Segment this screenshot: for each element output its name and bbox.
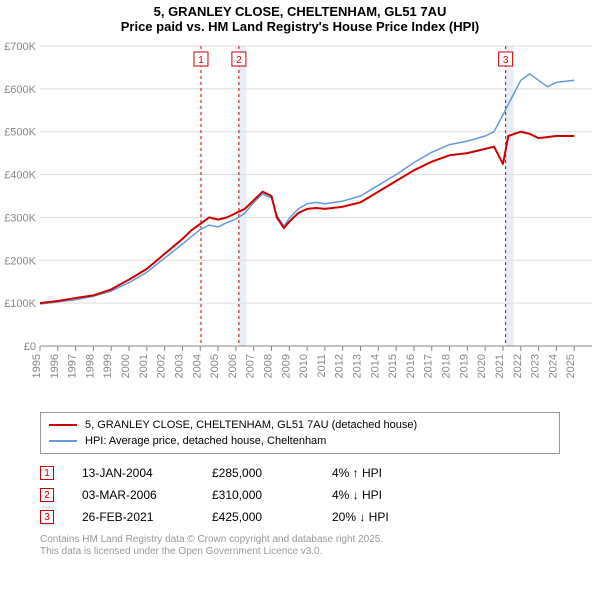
transaction-marker: 2: [40, 488, 54, 502]
legend-swatch: [49, 440, 77, 442]
x-tick-label: 2013: [352, 354, 364, 378]
x-tick-label: 2014: [369, 354, 381, 378]
x-tick-label: 1995: [31, 354, 43, 378]
y-tick-label: £600K: [4, 84, 36, 96]
series-hpi: [40, 74, 574, 304]
transaction-row: 2 03-MAR-2006£310,0004% ↓ HPI: [40, 484, 560, 506]
x-tick-label: 2016: [405, 354, 417, 378]
y-tick-label: £300K: [4, 212, 36, 224]
y-tick-label: £100K: [4, 298, 36, 310]
x-tick-label: 1996: [49, 354, 61, 378]
y-tick-label: £500K: [4, 127, 36, 139]
x-tick-label: 2022: [512, 354, 524, 378]
x-tick-label: 2025: [565, 354, 577, 378]
x-tick-label: 1997: [67, 354, 79, 378]
transaction-marker: 1: [40, 466, 54, 480]
footer-line2: This data is licensed under the Open Gov…: [40, 546, 560, 558]
x-tick-label: 2018: [441, 354, 453, 378]
legend-swatch: [49, 424, 77, 426]
x-tick-label: 2009: [280, 354, 292, 378]
x-tick-label: 2019: [458, 354, 470, 378]
x-tick-label: 2012: [334, 354, 346, 378]
x-tick-label: 2010: [298, 354, 310, 378]
transaction-price: £425,000: [212, 510, 332, 524]
legend-row: HPI: Average price, detached house, Chel…: [49, 433, 551, 449]
y-tick-label: £700K: [4, 41, 36, 53]
x-tick-label: 2006: [227, 354, 239, 378]
transaction-date: 13-JAN-2004: [82, 466, 212, 480]
chart-area: £0 £100K £200K £300K £400K £500K £600K £700K 199…: [0, 36, 600, 406]
x-tick-label: 2000: [120, 354, 132, 378]
transaction-date: 26-FEB-2021: [82, 510, 212, 524]
chart-title-line2: Price paid vs. HM Land Registry's House …: [0, 19, 600, 34]
transaction-pct: 4% ↓ HPI: [332, 488, 472, 502]
transaction-pct: 20% ↓ HPI: [332, 510, 472, 524]
marker-number: 2: [236, 55, 242, 66]
x-tick-label: 2011: [316, 354, 328, 378]
transactions-table: 1 13-JAN-2004£285,0004% ↑ HPI 2 03-MAR-2006…: [40, 462, 560, 528]
transaction-price: £285,000: [212, 466, 332, 480]
legend-row: 5, GRANLEY CLOSE, CHELTENHAM, GL51 7AU (…: [49, 417, 551, 433]
x-tick-label: 2008: [262, 354, 274, 378]
marker-band: [239, 46, 247, 346]
y-tick-label: £400K: [4, 170, 36, 182]
x-tick-label: 2024: [547, 354, 559, 378]
chart-svg: £0 £100K £200K £300K £400K £500K £600K £700K 199…: [0, 36, 600, 406]
marker-number: 1: [198, 55, 204, 66]
y-tick-label: £0: [24, 341, 36, 353]
transaction-row: 1 13-JAN-2004£285,0004% ↑ HPI: [40, 462, 560, 484]
marker-band: [506, 46, 514, 346]
x-tick-label: 2001: [138, 354, 150, 378]
transaction-marker: 3: [40, 510, 54, 524]
transaction-date: 03-MAR-2006: [82, 488, 212, 502]
transaction-row: 3 26-FEB-2021£425,00020% ↓ HPI: [40, 506, 560, 528]
footer: Contains HM Land Registry data © Crown c…: [40, 534, 560, 558]
x-tick-label: 2003: [173, 354, 185, 378]
legend-label: 5, GRANLEY CLOSE, CHELTENHAM, GL51 7AU (…: [85, 419, 417, 431]
legend: 5, GRANLEY CLOSE, CHELTENHAM, GL51 7AU (…: [40, 412, 560, 454]
footer-line1: Contains HM Land Registry data © Crown c…: [40, 534, 560, 546]
transaction-price: £310,000: [212, 488, 332, 502]
x-tick-label: 2023: [530, 354, 542, 378]
x-tick-label: 2002: [156, 354, 168, 378]
marker-number: 3: [503, 55, 509, 66]
x-tick-label: 2005: [209, 354, 221, 378]
y-tick-label: £200K: [4, 255, 36, 267]
x-tick-label: 2007: [245, 354, 257, 378]
transaction-pct: 4% ↑ HPI: [332, 466, 472, 480]
x-tick-label: 2021: [494, 354, 506, 378]
x-tick-label: 2017: [423, 354, 435, 378]
x-tick-label: 2020: [476, 354, 488, 378]
legend-label: HPI: Average price, detached house, Chel…: [85, 435, 326, 447]
chart-title-line1: 5, GRANLEY CLOSE, CHELTENHAM, GL51 7AU: [0, 4, 600, 19]
chart-title-block: 5, GRANLEY CLOSE, CHELTENHAM, GL51 7AU P…: [0, 0, 600, 36]
x-tick-label: 2004: [191, 354, 203, 378]
x-tick-label: 2015: [387, 354, 399, 378]
x-tick-label: 1998: [84, 354, 96, 378]
x-tick-label: 1999: [102, 354, 114, 378]
